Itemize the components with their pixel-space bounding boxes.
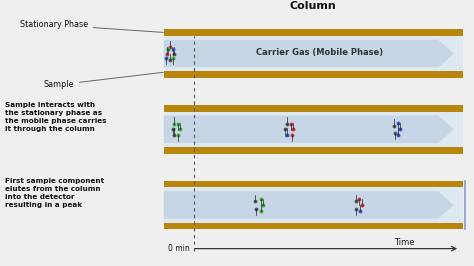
FancyArrow shape	[164, 39, 454, 68]
Bar	[164, 71, 463, 78]
Bar	[164, 29, 463, 36]
Text: Sample: Sample	[43, 72, 164, 89]
Text: 0 min: 0 min	[168, 244, 190, 253]
Bar	[164, 36, 463, 71]
Bar	[164, 223, 463, 229]
Text: Column: Column	[290, 1, 337, 11]
Text: Time: Time	[394, 238, 414, 247]
FancyArrow shape	[164, 115, 454, 144]
FancyArrow shape	[164, 191, 454, 219]
Text: Stationary Phase: Stationary Phase	[19, 20, 164, 32]
Bar	[164, 147, 463, 154]
Bar	[164, 188, 463, 223]
Text: Sample interacts with
the stationary phase as
the mobile phase carries
it throug: Sample interacts with the stationary pha…	[5, 102, 107, 132]
Text: Carrier Gas (Mobile Phase): Carrier Gas (Mobile Phase)	[256, 48, 383, 57]
Bar	[164, 181, 463, 188]
Text: First sample component
elutes from the column
into the detector
resulting in a p: First sample component elutes from the c…	[5, 178, 105, 208]
Bar	[164, 105, 463, 112]
Bar	[164, 112, 463, 147]
